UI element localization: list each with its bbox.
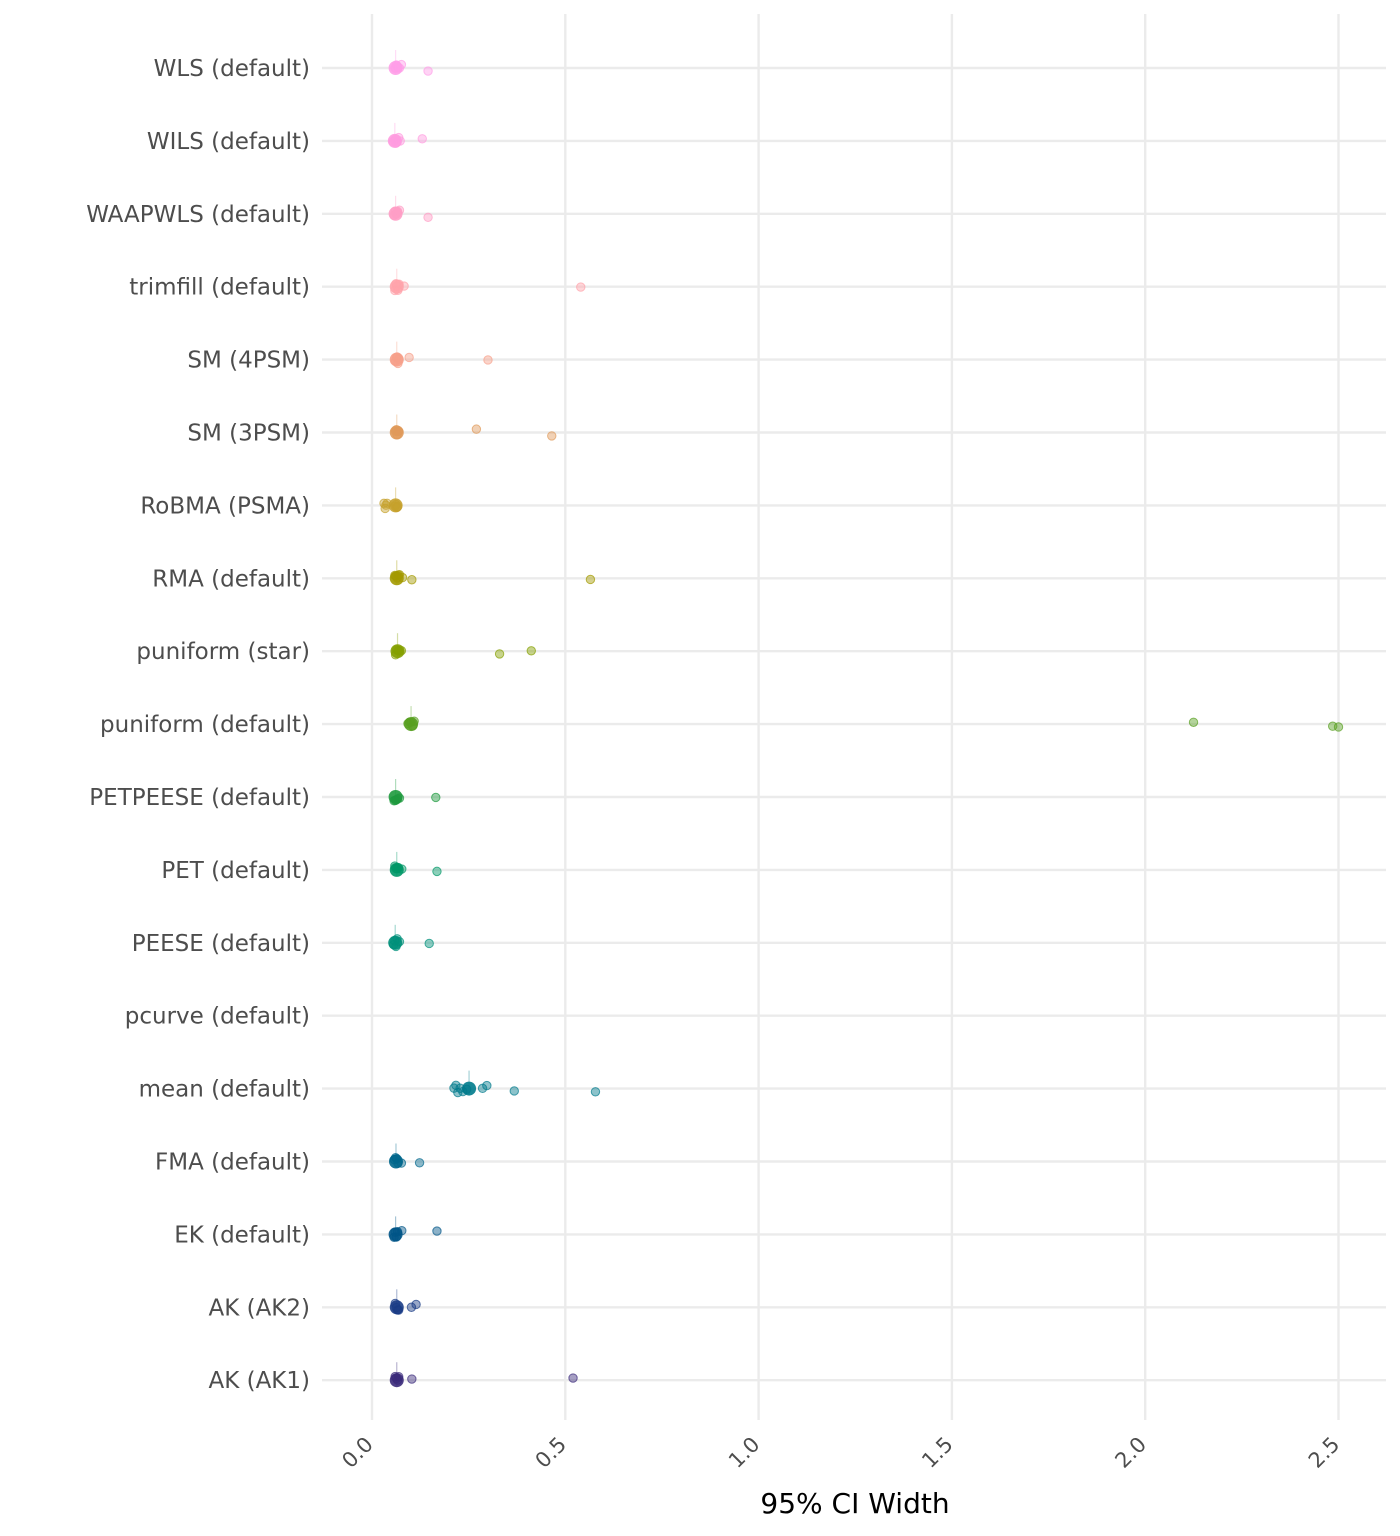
data-point: [462, 1084, 472, 1094]
data-point: [391, 941, 401, 952]
data-point: [568, 1373, 578, 1383]
horizontal-gridlines: [322, 66, 1386, 1382]
y-tick-label: AK (AK2): [208, 1295, 310, 1321]
data-point: [590, 1087, 601, 1097]
data-point: [526, 646, 536, 656]
series-8: [390, 633, 536, 660]
y-tick-label: puniform (star): [136, 639, 310, 665]
y-tick-label: EK (default): [174, 1222, 310, 1248]
x-tick-label: 2.5: [1304, 1432, 1345, 1473]
data-point: [432, 1226, 442, 1236]
series-18: [389, 1362, 578, 1388]
series-14: [449, 1070, 601, 1098]
data-point: [1188, 717, 1199, 727]
data-point: [423, 212, 433, 223]
data-point: [394, 205, 405, 215]
x-tick-label: 2.0: [1110, 1432, 1151, 1473]
data-point: [407, 1374, 417, 1384]
y-tick-label: SM (3PSM): [187, 421, 310, 447]
series-4: [389, 341, 493, 369]
data-point: [423, 66, 433, 76]
data-point: [404, 352, 414, 363]
data-point: [397, 1225, 407, 1236]
x-axis-tick-labels: 0.0 0.5 1.0 1.5 2.0 2.5: [337, 1432, 1344, 1473]
y-tick-label: mean (default): [139, 1077, 310, 1103]
x-tick-label: 0.0: [337, 1432, 378, 1473]
y-tick-label: PET (default): [161, 858, 310, 884]
data-point: [417, 134, 427, 144]
y-tick-label: SM (4PSM): [187, 348, 310, 374]
x-tick-label: 1.0: [724, 1432, 765, 1473]
data-point: [395, 136, 405, 146]
data-point: [397, 572, 408, 583]
data-point: [1333, 722, 1344, 732]
data-point: [509, 1086, 519, 1096]
series-5: [389, 414, 557, 441]
data-point: [394, 793, 405, 803]
x-tick-label: 1.5: [917, 1432, 958, 1473]
data-point: [494, 649, 505, 659]
data-point: [392, 501, 403, 512]
y-tick-label: RMA (default): [152, 566, 310, 592]
y-tick-label: WAAPWLS (default): [86, 202, 310, 228]
data-point: [393, 1305, 404, 1315]
y-tick-label: FMA (default): [155, 1150, 310, 1176]
x-tick-label: 0.5: [531, 1432, 572, 1473]
series-11: [389, 851, 442, 877]
data-point: [393, 1372, 404, 1382]
data-point: [432, 866, 442, 877]
data-point: [393, 1158, 403, 1168]
series-9: [403, 706, 1344, 732]
data-point: [396, 1158, 407, 1168]
series-2: [388, 195, 433, 223]
data-point: [407, 575, 417, 585]
data-point: [396, 59, 407, 70]
series-16: [388, 1216, 442, 1243]
data-point: [393, 354, 404, 364]
data-point: [406, 1302, 417, 1312]
vertical-gridlines: [370, 14, 1340, 1420]
y-tick-label: WLS (default): [154, 56, 310, 82]
y-tick-label: AK (AK1): [208, 1368, 310, 1394]
x-axis-title: 95% CI Width: [760, 1487, 949, 1520]
data-point: [547, 431, 557, 441]
data-point: [399, 281, 409, 291]
y-tick-label: trimfill (default): [129, 275, 310, 301]
data-point: [471, 424, 482, 434]
data-point: [394, 279, 404, 289]
data-point: [393, 426, 404, 437]
series-7: [389, 560, 596, 586]
series-3: [389, 268, 586, 296]
data-point: [411, 1299, 421, 1310]
series-12: [388, 924, 434, 952]
series-0: [388, 50, 433, 76]
series-6: [379, 487, 403, 514]
data-points: [379, 50, 1344, 1388]
y-tick-label: PETPEESE (default): [89, 785, 310, 811]
data-point: [380, 503, 390, 514]
data-point: [483, 355, 493, 365]
series-17: [389, 1289, 421, 1315]
y-axis-labels: WLS (default) WILS (default) WAAPWLS (defa…: [86, 56, 310, 1394]
data-point: [409, 716, 419, 726]
data-point: [382, 498, 392, 508]
y-tick-label: PEESE (default): [132, 931, 310, 957]
data-point: [482, 1080, 492, 1091]
data-point: [431, 792, 441, 803]
data-point: [424, 938, 434, 949]
data-point: [396, 646, 407, 656]
series-1: [387, 122, 427, 148]
series-10: [388, 779, 441, 806]
data-point: [576, 282, 586, 292]
series-15: [388, 1143, 425, 1169]
y-tick-label: pcurve (default): [125, 1004, 310, 1030]
data-point: [397, 864, 407, 874]
data-point: [394, 936, 405, 947]
data-point: [414, 1158, 425, 1168]
y-tick-label: RoBMA (PSMA): [140, 493, 310, 519]
data-point: [585, 574, 596, 585]
y-tick-label: puniform (default): [100, 712, 310, 738]
y-tick-label: WILS (default): [147, 129, 310, 155]
